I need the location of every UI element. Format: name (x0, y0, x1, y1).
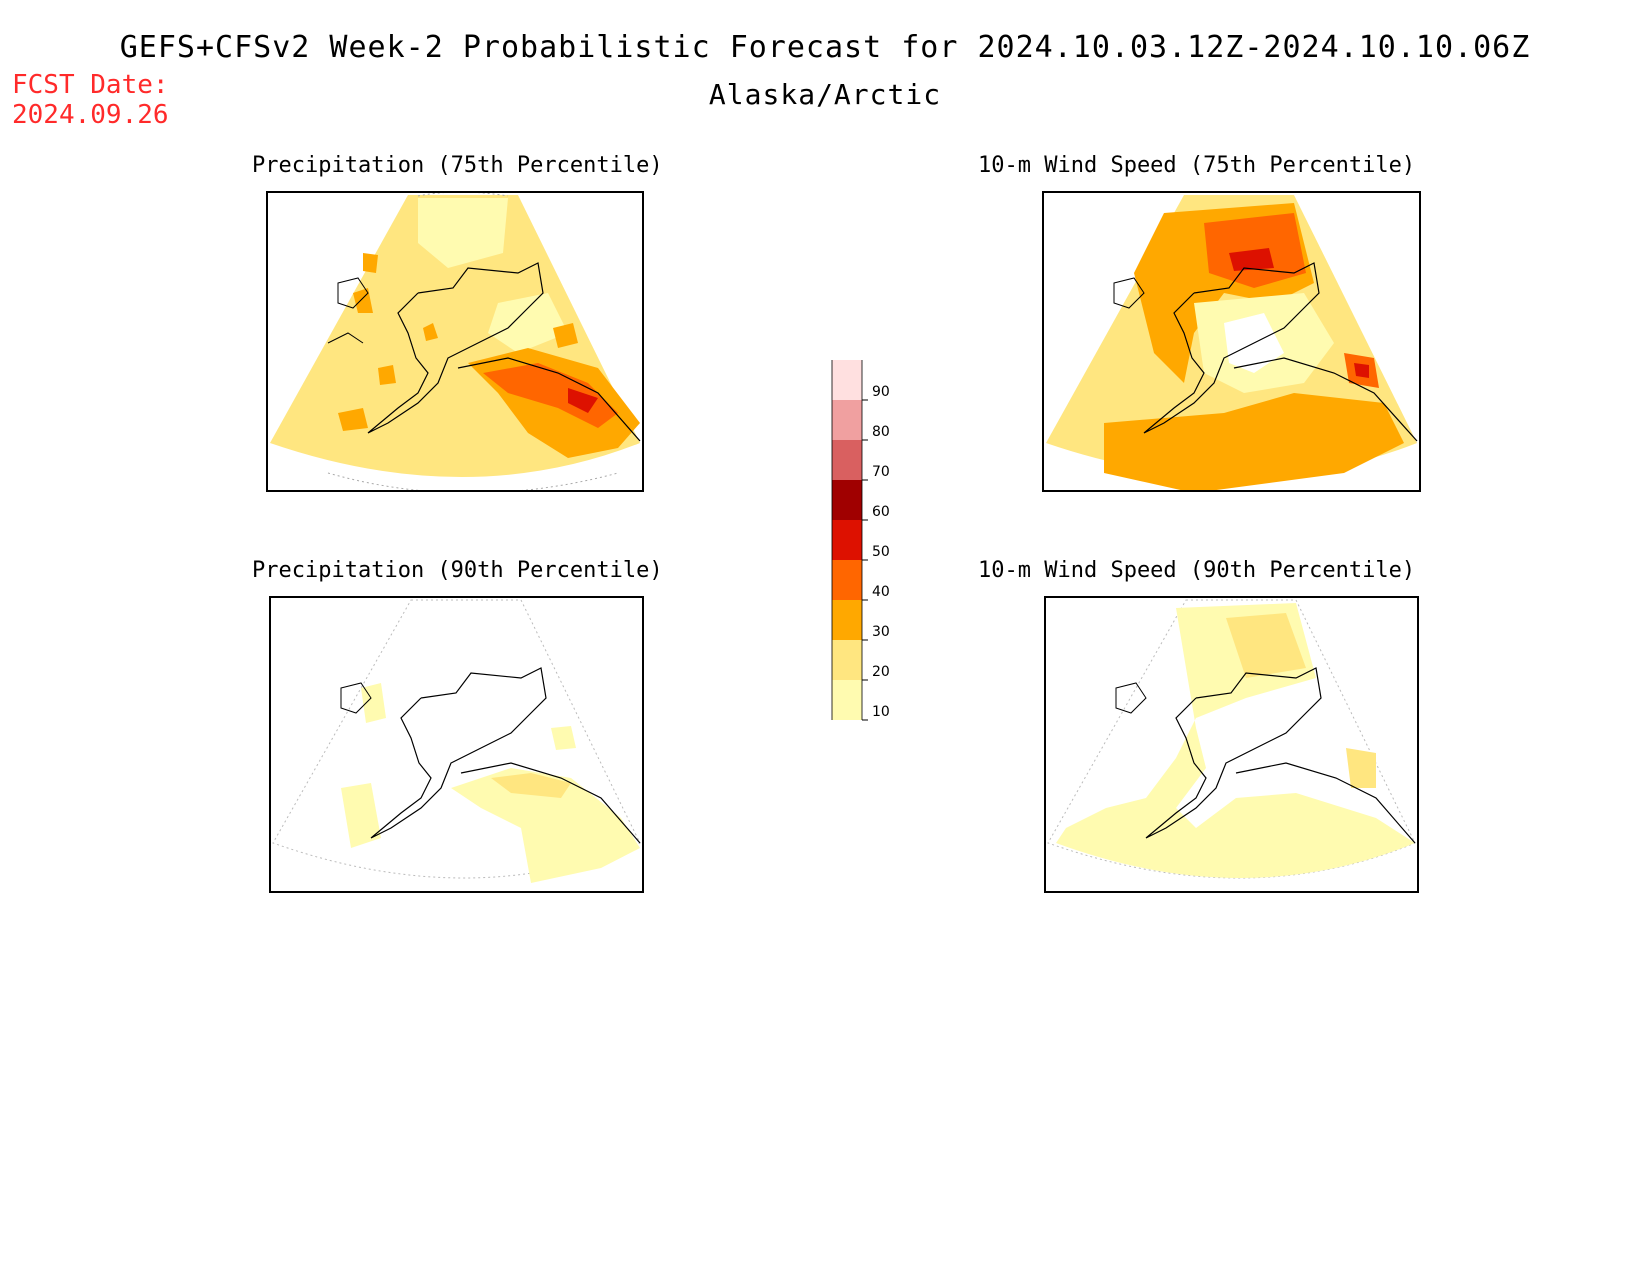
colorbar-segment (832, 360, 862, 400)
colorbar-tick-label: 30 (872, 624, 890, 640)
colorbar-tick-label: 60 (872, 504, 890, 520)
forecast-date-value: 2024.09.26 (12, 100, 169, 130)
map-precip-90 (269, 596, 644, 893)
panel-title-wind-75: 10-m Wind Speed (75th Percentile) (978, 153, 1416, 178)
colorbar-segment (832, 640, 862, 680)
map-wind-75 (1042, 191, 1421, 492)
map-wind-90 (1044, 596, 1419, 893)
panel-title-wind-90: 10-m Wind Speed (90th Percentile) (978, 558, 1416, 583)
map-precip-75 (266, 191, 644, 492)
panel-title-precip-90: Precipitation (90th Percentile) (252, 558, 663, 583)
colorbar-tick-label: 50 (872, 544, 890, 560)
colorbar-tick-label: 10 (872, 704, 890, 720)
colorbar-tick-label: 90 (872, 384, 890, 400)
colorbar-segment (832, 480, 862, 520)
region-subtitle: Alaska/Arctic (708, 78, 942, 111)
colorbar-frame (831, 360, 863, 720)
colorbar-segment (832, 560, 862, 600)
colorbar-segment (832, 440, 862, 480)
colorbar-segment (832, 400, 862, 440)
colorbar-tick-label: 80 (872, 424, 890, 440)
colorbar: 10 20 30 40 50 60 70 80 90 (831, 332, 890, 721)
forecast-date-block: FCST Date: 2024.09.26 (12, 70, 169, 130)
colorbar-tick-label: 40 (872, 584, 890, 600)
colorbar-segment (832, 680, 862, 720)
colorbar-tick-label: 20 (872, 664, 890, 680)
colorbar-tick-label: 70 (872, 464, 890, 480)
main-title: GEFS+CFSv2 Week-2 Probabilistic Forecast… (119, 30, 1531, 65)
panel-title-precip-75: Precipitation (75th Percentile) (252, 153, 663, 178)
colorbar-segment (832, 520, 862, 560)
colorbar-top-arrow (832, 332, 862, 360)
colorbar-segment (832, 600, 862, 640)
forecast-date-label: FCST Date: (12, 70, 169, 100)
